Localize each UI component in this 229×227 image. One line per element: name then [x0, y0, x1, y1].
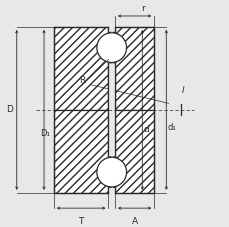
Text: D: D [6, 105, 12, 114]
Text: D₁: D₁ [40, 129, 50, 138]
Bar [114, 27, 154, 110]
Bar [54, 110, 108, 193]
Text: l: l [181, 86, 183, 95]
Circle shape [96, 157, 126, 187]
Bar [108, 27, 114, 193]
Bar [54, 110, 108, 193]
Text: T: T [78, 217, 84, 226]
Bar [114, 110, 154, 193]
Text: d₁: d₁ [167, 123, 175, 132]
Text: A: A [131, 217, 137, 226]
Text: d: d [143, 125, 148, 134]
Bar [54, 27, 108, 110]
Text: R: R [79, 76, 85, 85]
Circle shape [96, 33, 126, 62]
Bar [114, 27, 154, 110]
Text: r: r [141, 4, 145, 13]
Bar [54, 27, 108, 110]
Bar [114, 110, 154, 193]
